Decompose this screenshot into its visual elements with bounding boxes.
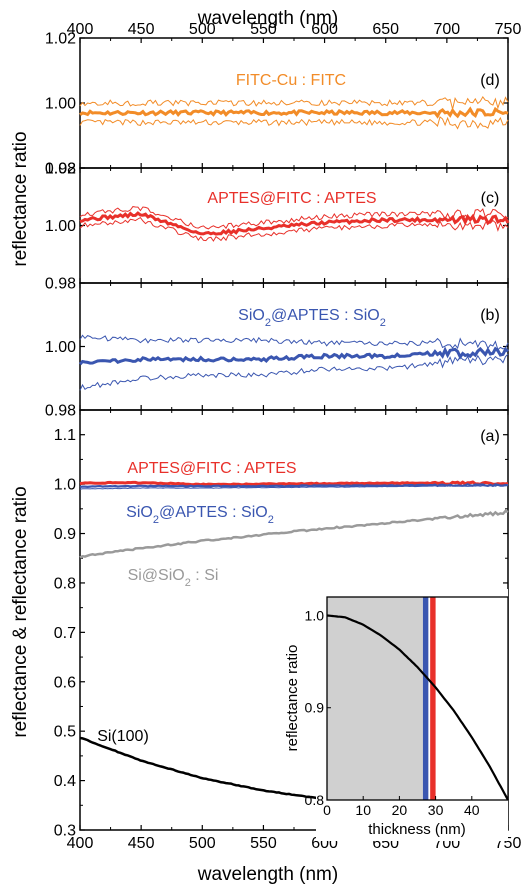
panel-a-y-tick-label: 1.0 [54,477,76,494]
aptes-fitc-annotation: APTES@FITC : APTES [207,190,376,207]
bottom-x-tick-label: 450 [128,835,155,852]
aptes-fitc-bound-line [79,206,509,230]
bottom-x-tick-label: 400 [67,835,94,852]
inset-frame [326,596,509,801]
panel-d-y-tick-label: 0.98 [45,161,76,178]
panel-a-label: (a) [480,428,500,445]
si-sio2-line [79,509,509,559]
fitc-annotation: FITC-Cu : FITC [236,72,346,89]
top-x-tick-label: 700 [434,21,461,38]
top-x-tick-label: 500 [189,21,216,38]
panel-b-y-tick-label: 1.00 [45,339,76,356]
fitc-bound-line [79,116,509,130]
panel-a-y-tick-label: 0.6 [54,674,76,691]
inset-y-tick-label: 0.8 [305,792,325,808]
bottom-x-tick-label: 550 [250,835,277,852]
panel-c-y-tick-label: 0.98 [45,276,76,293]
si-sio2-series-label: Si@SiO2 : Si [128,567,219,589]
inset-shaded-region [327,597,423,800]
fitc-bound-line [79,95,509,110]
inset-x-tick-label: 0 [323,802,331,818]
si100-series-label: Si(100) [97,728,149,745]
panel-b-y-tick-label: 0.98 [45,403,76,420]
fitc-mean-line [79,106,509,119]
panel-b-label: (b) [480,307,500,324]
panel-a-y-tick-label: 0.4 [54,773,76,790]
inset-x-tick-label: 10 [355,802,371,818]
panel-d-y-tick-label: 1.00 [45,96,76,113]
inset-x-tick-label: 40 [464,802,480,818]
inset-x-tick-label: 20 [392,802,408,818]
panel-a-y-tick-label: 0.3 [54,823,76,840]
bottom-x-tick-label: 500 [189,835,216,852]
panel-a-y-tick-label: 0.9 [54,526,76,543]
bottom-x-axis-title: wavelength (nm) [197,864,338,885]
inset-curve [326,614,509,801]
inset-x-tick-label: 30 [428,802,444,818]
sio2-aptes-bound-line [79,334,509,351]
top-x-tick-label: 600 [311,21,338,38]
aptes-fitc-series-label: APTES@FITC : APTES [127,460,296,477]
panel-c-label: (c) [481,190,500,207]
inset-red-band [430,597,436,800]
panel-d-y-tick-label: 1.02 [45,31,76,48]
aptes-fitc-bound-line [79,216,509,242]
sio2-aptes-series-label: SiO2@APTES : SiO2 [126,504,274,526]
main-y-axis-title: reflectance & reflectance ratio [10,486,31,737]
sio2-aptes-mean-line [78,346,509,366]
inset-y-tick-label: 1.0 [305,607,325,623]
sio2-aptes-annotation: SiO2@APTES : SiO2 [238,307,386,329]
panel-c: 0.98 1.00 1.02 APTES@FITC : APTES (c) [45,161,510,293]
panel-b: 0.98 1.00 SiO2@APTES : SiO2 (b) [45,282,509,420]
sio2-aptes-bound-line [79,353,509,391]
aptes-fitc-line [79,480,509,487]
sio2-aptes-bound-line [79,484,509,490]
top-x-tick-label: 650 [372,21,399,38]
inset-blue-band [422,597,429,800]
panel-a-y-tick-label: 0.7 [54,625,76,642]
aptes-fitc-mean-line [79,211,510,236]
panel-c-y-tick-label: 1.00 [45,218,76,235]
inset-x-axis-title: thickness (nm) [368,821,466,838]
panel-c-y-tick-label: 1.02 [45,161,76,178]
ratio-y-axis-title: reflectance ratio [10,131,31,266]
panel-a-y-tick-label: 0.8 [54,575,76,592]
inset-panel: 0 10 20 30 40 0.8 0.9 1.0 thickness (nm) reflecta… [284,589,509,841]
top-x-tick-label: 750 [495,21,522,38]
top-x-tick-label: 450 [128,21,155,38]
panel-a-y-tick-label: 0.5 [54,724,76,741]
inset-y-axis-title: reflectance ratio [284,645,301,752]
top-x-tick-label: 550 [250,21,277,38]
panel-d-label: (d) [480,72,500,89]
top-x-tick-label: 400 [67,21,94,38]
inset-y-tick-label: 0.9 [305,700,325,716]
panel-a-y-tick-label: 1.1 [54,427,76,444]
top-x-axis-title: wavelength (nm) [197,8,338,29]
